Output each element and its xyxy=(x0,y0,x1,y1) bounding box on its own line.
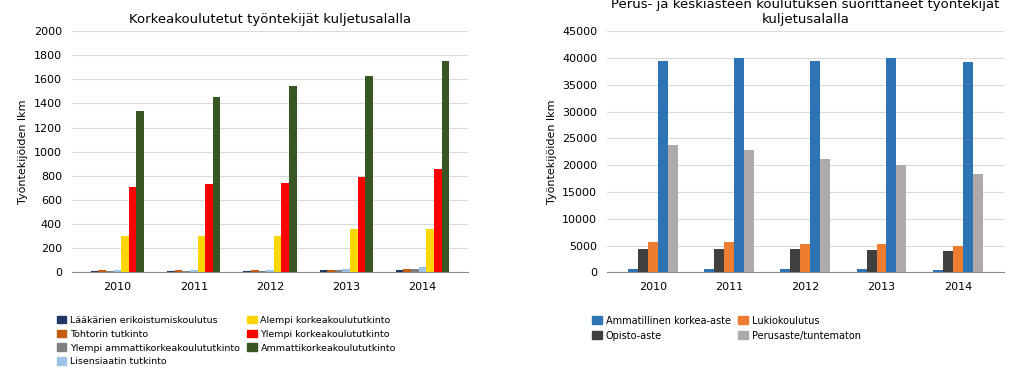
Bar xyxy=(106,271,114,272)
Bar xyxy=(129,187,136,272)
Bar xyxy=(724,242,734,272)
Bar xyxy=(98,270,106,272)
Bar xyxy=(342,269,350,272)
Bar xyxy=(714,249,724,272)
Bar xyxy=(857,269,866,272)
Y-axis label: Työntekijöiden lkm: Työntekijöiden lkm xyxy=(18,100,29,204)
Bar xyxy=(198,236,205,272)
Bar xyxy=(705,268,714,272)
Bar xyxy=(289,86,297,272)
Bar xyxy=(189,270,198,272)
Bar xyxy=(273,236,282,272)
Bar xyxy=(973,174,983,272)
Bar xyxy=(668,145,678,272)
Bar xyxy=(434,169,441,272)
Bar xyxy=(780,269,791,272)
Bar xyxy=(896,165,906,272)
Bar xyxy=(266,270,273,272)
Bar xyxy=(175,270,182,272)
Bar xyxy=(282,183,289,272)
Bar xyxy=(357,177,366,272)
Bar xyxy=(395,270,403,272)
Bar xyxy=(933,270,943,272)
Y-axis label: Työntekijöiden lkm: Työntekijöiden lkm xyxy=(547,100,557,204)
Bar xyxy=(403,269,411,272)
Bar xyxy=(952,245,963,272)
Bar xyxy=(801,244,810,272)
Bar xyxy=(866,251,877,272)
Bar xyxy=(182,271,189,272)
Bar xyxy=(419,268,426,272)
Legend: Lääkärien erikoistumiskoulutus, Tohtorin tutkinto, Ylempi ammattikorkeakoulututk: Lääkärien erikoistumiskoulutus, Tohtorin… xyxy=(56,315,396,366)
Bar xyxy=(91,271,98,272)
Bar xyxy=(638,249,648,272)
Bar xyxy=(411,269,419,272)
Bar xyxy=(244,271,251,272)
Bar xyxy=(877,244,887,272)
Bar xyxy=(943,251,952,272)
Bar xyxy=(963,62,973,272)
Bar xyxy=(319,270,327,272)
Bar xyxy=(114,270,121,272)
Bar xyxy=(648,242,657,272)
Bar xyxy=(350,229,357,272)
Bar xyxy=(258,271,266,272)
Bar xyxy=(628,268,638,272)
Bar xyxy=(743,150,754,272)
Bar xyxy=(167,271,175,272)
Bar xyxy=(441,61,450,272)
Bar xyxy=(205,184,213,272)
Bar xyxy=(366,76,373,272)
Bar xyxy=(136,111,144,272)
Bar xyxy=(657,61,668,272)
Bar xyxy=(121,236,129,272)
Bar xyxy=(734,58,743,272)
Bar xyxy=(791,249,801,272)
Legend: Ammatillinen korkea-aste, Opisto-aste, Lukiokoulutus, Perusaste/tuntematon: Ammatillinen korkea-aste, Opisto-aste, L… xyxy=(592,316,861,341)
Bar xyxy=(213,98,220,272)
Bar xyxy=(426,229,434,272)
Bar xyxy=(810,61,820,272)
Bar xyxy=(335,270,342,272)
Bar xyxy=(887,58,896,272)
Title: Perus- ja keskiasteen koulutuksen suorittaneet työntekijät
kuljetusalalla: Perus- ja keskiasteen koulutuksen suorit… xyxy=(611,0,999,26)
Title: Korkeakoulutetut työntekijät kuljetusalalla: Korkeakoulutetut työntekijät kuljetusala… xyxy=(129,13,411,26)
Bar xyxy=(327,270,335,272)
Bar xyxy=(251,270,258,272)
Bar xyxy=(820,159,830,272)
